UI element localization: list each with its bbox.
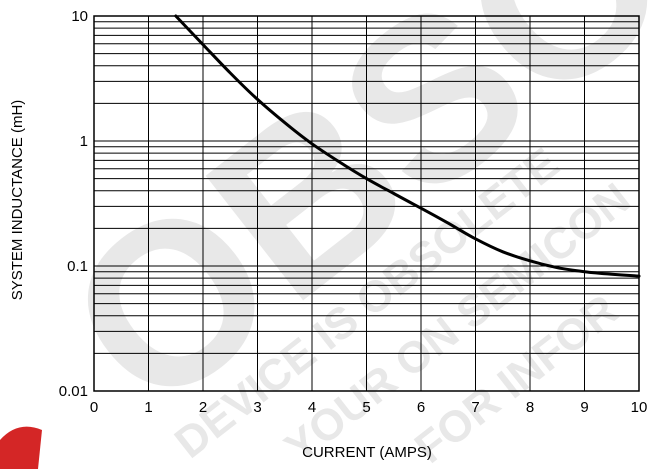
y-tick-label: 0.01 [59, 383, 88, 400]
x-tick-label: 9 [580, 399, 588, 416]
x-tick-label: 2 [199, 399, 207, 416]
watermark-accent [0, 426, 42, 469]
x-tick-label: 10 [631, 399, 648, 416]
chart-grid [93, 15, 640, 392]
x-tick-label: 1 [144, 399, 152, 416]
chart-series [174, 14, 641, 278]
series-line [174, 14, 641, 278]
x-tick-label: 5 [362, 399, 370, 416]
x-tick-label: 0 [90, 399, 98, 416]
x-tick-label: 8 [526, 399, 534, 416]
y-tick-label: 0.1 [67, 258, 88, 275]
plot-frame [93, 15, 640, 392]
x-axis-label: CURRENT (AMPS) [302, 444, 432, 461]
y-tick-label: 1 [80, 133, 88, 150]
y-tick-label: 10 [71, 8, 88, 25]
chart-ticks: 0 1 2 3 4 5 6 7 8 9 10 0.01 0.1 1 10 [59, 8, 648, 416]
x-tick-label: 7 [471, 399, 479, 416]
x-tick-label: 6 [417, 399, 425, 416]
x-tick-label: 3 [253, 399, 261, 416]
y-axis-label: SYSTEM INDUCTANCE (mH) [9, 100, 26, 301]
x-tick-label: 4 [308, 399, 316, 416]
